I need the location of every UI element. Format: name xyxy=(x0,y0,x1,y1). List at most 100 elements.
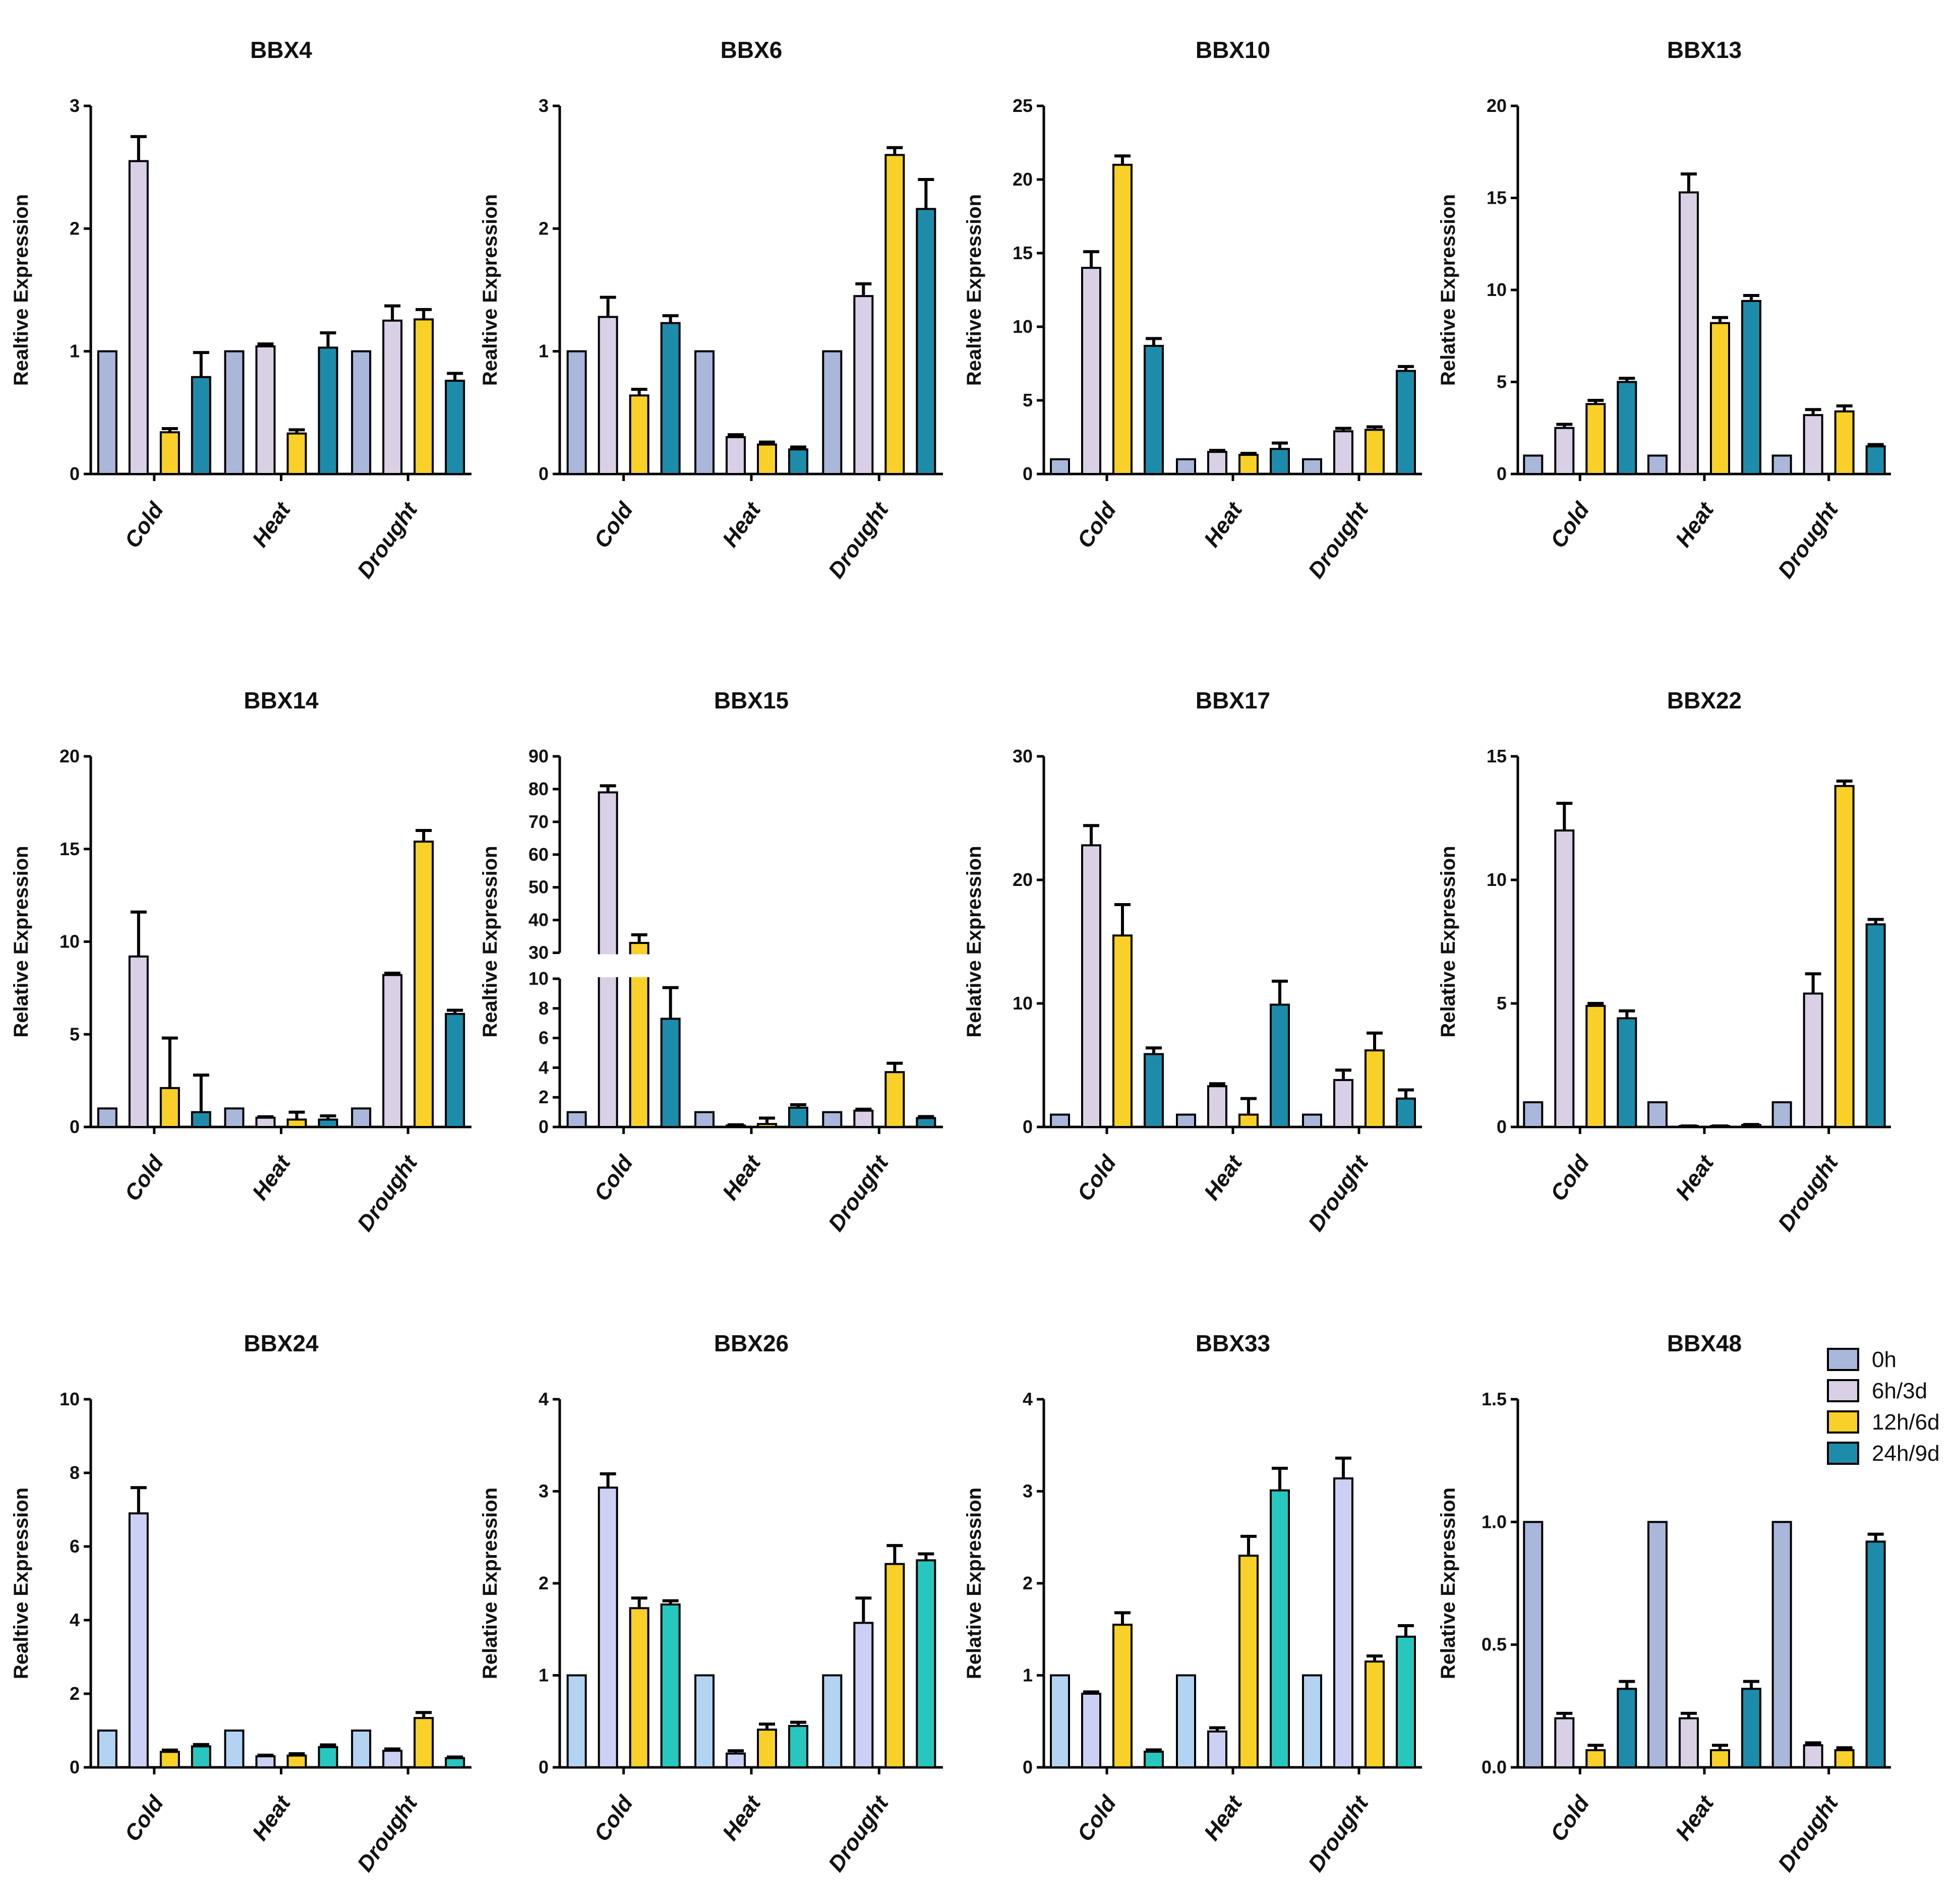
panel-title: BBX26 xyxy=(714,1330,789,1356)
bar-heat-6h-3d xyxy=(726,436,746,475)
error-bar xyxy=(918,1552,934,1561)
bar-heat-6h-3d xyxy=(255,1755,276,1769)
bar-cold-6h-3d xyxy=(598,1486,618,1768)
error-bar xyxy=(130,910,147,957)
y-tick-label: 30 xyxy=(1013,746,1033,766)
bar-drought-6h-3d xyxy=(1333,430,1353,475)
error-bar xyxy=(631,388,647,396)
x-tick-label-drought: Drought xyxy=(823,1150,894,1236)
legend-label-12h-6d: 12h/6d xyxy=(1872,1410,1940,1435)
y-tick-label: 0 xyxy=(1497,1116,1507,1137)
bar-drought-6h-3d xyxy=(382,319,403,475)
y-tick-label: 6 xyxy=(70,1536,80,1557)
error-bar xyxy=(447,1008,463,1014)
x-tick-label-heat: Heat xyxy=(1671,497,1719,552)
bar-cold-0h xyxy=(1050,1674,1070,1768)
y-tick-label: 0 xyxy=(70,463,80,484)
error-bar xyxy=(130,1486,147,1514)
y-tick-label: 0 xyxy=(1497,463,1507,484)
bar-drought-24h-9d xyxy=(916,1117,936,1128)
error-bar xyxy=(161,427,178,433)
x-tick-label-cold: Cold xyxy=(589,1791,638,1846)
bar-cold-24h-9d xyxy=(1617,1017,1637,1128)
y-tick-label: 1.5 xyxy=(1481,1389,1507,1409)
error-bar xyxy=(600,784,616,793)
y-tick-label: 1 xyxy=(539,1665,549,1686)
y-tick-label: 30 xyxy=(528,942,549,963)
bar-cold-24h-9d xyxy=(1144,1053,1164,1128)
bar-heat-6h-3d xyxy=(1207,1730,1227,1768)
error-bar xyxy=(384,971,401,975)
y-tick-label: 25 xyxy=(1013,95,1033,116)
error-bar xyxy=(1743,293,1759,301)
y-tick-label: 2 xyxy=(539,1087,549,1107)
y-tick-label: 80 xyxy=(528,779,549,799)
error-bar xyxy=(1867,1532,1884,1542)
y-tick-label: 5 xyxy=(1497,993,1507,1014)
x-tick-label-heat: Heat xyxy=(1671,1791,1719,1845)
y-axis-label: Relative Expression xyxy=(963,846,985,1037)
x-tick-label-drought: Drought xyxy=(1773,1791,1844,1876)
bar-drought-24h-9d xyxy=(445,1013,465,1128)
x-tick-label-cold: Cold xyxy=(589,1151,638,1206)
error-bar xyxy=(320,331,336,348)
error-bar xyxy=(1240,1097,1257,1115)
y-tick-label: 3 xyxy=(539,1481,549,1502)
bar-heat-24h-9d xyxy=(318,346,338,475)
y-tick-label: 4 xyxy=(1023,1389,1033,1409)
bar-cold-24h-9d xyxy=(1617,1688,1637,1768)
bar-drought-6h-3d xyxy=(853,1622,874,1769)
error-bar xyxy=(662,314,679,323)
x-tick-label-drought: Drought xyxy=(1773,497,1844,583)
error-bar xyxy=(1619,1009,1635,1019)
bar-drought-6h-3d xyxy=(1803,1744,1823,1768)
error-bar xyxy=(1335,427,1351,432)
error-bar xyxy=(130,135,147,161)
error-bar xyxy=(1209,1082,1225,1087)
bar-heat-0h xyxy=(224,350,245,475)
panel-title: BBX48 xyxy=(1667,1330,1742,1356)
x-tick-label-cold: Cold xyxy=(1073,1151,1121,1206)
bar-cold-12h-6d xyxy=(1112,163,1133,475)
bar-heat-6h-3d xyxy=(1679,191,1699,475)
error-bar xyxy=(886,1061,903,1073)
bar-cold-24h-9d xyxy=(191,1745,211,1768)
bar-drought-24h-9d xyxy=(445,1757,465,1768)
error-bar xyxy=(1240,1534,1257,1556)
bar-drought-12h-6d xyxy=(1834,410,1855,475)
bar-cold-12h-6d xyxy=(159,1087,180,1128)
bar-heat-24h-9d xyxy=(788,1106,808,1128)
bar-cold-12h-6d xyxy=(1585,1004,1606,1128)
y-tick-label: 1 xyxy=(70,341,80,362)
x-tick-label-heat: Heat xyxy=(718,1791,766,1845)
x-tick-label-cold: Cold xyxy=(1546,498,1594,553)
y-tick-label: 10 xyxy=(528,968,549,989)
bar-heat-0h xyxy=(1647,454,1668,475)
y-tick-label: 90 xyxy=(528,746,549,766)
x-tick-label-heat: Heat xyxy=(1671,1150,1719,1205)
y-tick-label: 15 xyxy=(1487,746,1507,766)
bar-drought-6h-3d xyxy=(1803,414,1823,475)
bar-heat-24h-9d xyxy=(1270,448,1290,475)
panel-bbx17: BBX17 Relative Expression 0 10 20 30 Cold Heat D… xyxy=(963,687,1422,1236)
error-bar xyxy=(1556,802,1573,830)
bar-heat-24h-9d xyxy=(1741,1688,1761,1768)
y-tick-label: 5 xyxy=(1023,390,1033,410)
bar-cold-0h xyxy=(97,350,117,475)
error-bar xyxy=(600,1472,616,1488)
legend-swatch-12h-6d xyxy=(1827,1410,1859,1434)
bar-drought-0h xyxy=(822,350,843,475)
error-bar xyxy=(1712,1744,1728,1750)
error-bar xyxy=(1335,1068,1351,1080)
panel-title: BBX17 xyxy=(1196,687,1270,713)
bar-drought-12h-6d xyxy=(413,318,434,475)
bar-heat-24h-9d xyxy=(1741,300,1761,475)
panel-bbx14: BBX14 Relative Expression 0 5 10 15 20 Cold Heat… xyxy=(10,687,471,1236)
y-axis-label: Relative Expression xyxy=(1437,1488,1459,1679)
panel-title: BBX14 xyxy=(244,687,319,713)
bar-cold-12h-6d xyxy=(159,431,180,475)
y-axis-label: Realtive Expression xyxy=(10,1488,32,1679)
y-tick-label: 2 xyxy=(539,218,549,239)
bar-cold-24h-9d xyxy=(1144,344,1164,475)
error-bar xyxy=(790,1720,806,1726)
